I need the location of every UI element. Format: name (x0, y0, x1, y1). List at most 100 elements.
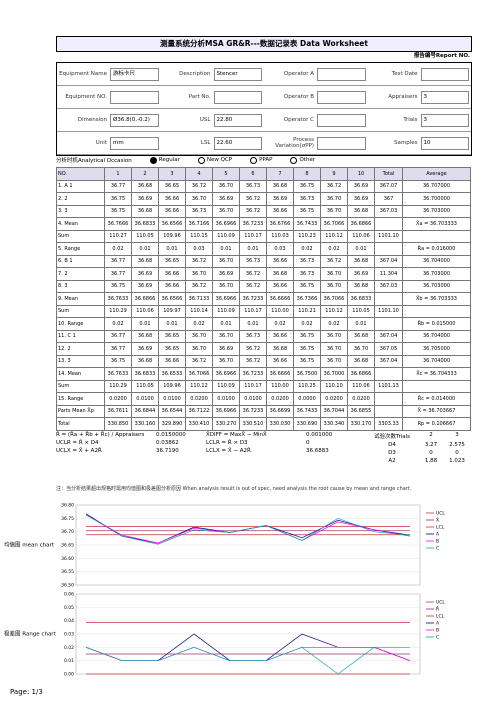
table-cell: 36.72 (239, 342, 267, 356)
table-cell: R̄b = 0.015000 (402, 317, 471, 331)
table-cell: 110.17 (239, 229, 267, 243)
table-cell: 0.01 (158, 317, 186, 331)
field-label: Part No. (188, 94, 211, 100)
legend-label: B (436, 539, 439, 545)
series-line (85, 514, 411, 544)
table-cell: 330.030 (266, 417, 294, 431)
table-cell: 110.17 (239, 304, 267, 318)
table-row: 14. Mean 36.7633 36.6833 36.6533 36.7066 36.6… (56, 367, 471, 381)
table-row: 10. Range 0.02 0.01 0.01 0.02 0.01 0.01 0.02 0.0… (56, 317, 471, 331)
table-cell (374, 217, 403, 231)
table-cell: 1101.10 (374, 304, 403, 318)
table-cell: 110.05 (131, 229, 159, 243)
y-tick-label: 36.60 (61, 556, 74, 562)
note: 注：当分析结果超出规格时需用均值图和极差图分析原因 When analysis … (56, 486, 412, 492)
table-cell: 36.704000 (402, 354, 471, 368)
plot-area (75, 593, 421, 675)
table-cell: 36.66 (158, 354, 186, 368)
table-cell: 5 (212, 167, 240, 181)
table-cell: 7 (266, 167, 294, 181)
table-cell: 109.97 (158, 304, 186, 318)
field-value: mm (110, 136, 159, 150)
table-cell: 36.703000 (402, 279, 471, 293)
table-cell: Total (374, 167, 403, 181)
table-cell: 36.66 (158, 279, 186, 293)
table-cell: 0.01 (347, 242, 375, 256)
info-field: Equipment NO. (57, 86, 161, 108)
table-cell: 36.77 (104, 267, 132, 281)
table-cell: 36.69 (266, 192, 294, 206)
table-cell: 36.7633 (104, 367, 132, 381)
table-cell: 36.70 (320, 342, 348, 356)
table-cell: 36.700000 (402, 192, 471, 206)
table-cell: 36.7233 (239, 292, 267, 306)
field-label: Equipment NO. (65, 94, 107, 100)
series-line (85, 646, 411, 662)
table-cell: X̄a = 36.703333 (402, 217, 471, 231)
table-cell: Sum (56, 379, 105, 393)
table-cell: 36.75 (104, 192, 132, 206)
table-cell: 36.65 (158, 179, 186, 193)
table-cell: 36.70 (185, 192, 213, 206)
table-cell: 36.7233 (239, 217, 267, 231)
legend-label: LCL (436, 525, 445, 531)
y-tick-label: 36.50 (61, 583, 74, 589)
info-field: USL 22.80 (161, 109, 265, 131)
const-cell: D4 (388, 442, 396, 448)
table-cell: 36.6833 (131, 217, 159, 231)
y-tick-label: 0.01 (64, 658, 74, 664)
field-label: Process Variation(σPP) (275, 137, 314, 149)
radio-option: New QCP (197, 156, 232, 164)
table-cell: Rp = 0.106667 (402, 417, 471, 431)
table-cell: 36.7633 (104, 292, 132, 306)
field-label: Trials (403, 117, 418, 123)
table-cell: 110.23 (293, 229, 321, 243)
table-cell: 36.70 (320, 354, 348, 368)
table-cell: 110.17 (239, 379, 267, 393)
table-cell: 110.06 (347, 379, 375, 393)
table-cell: 36.6844 (131, 404, 159, 418)
formula: LCLX = X̄ − A2R̄ (206, 448, 251, 454)
table-cell: 330.510 (239, 417, 267, 431)
table-cell: Average (402, 167, 471, 181)
table-cell: 36.7611 (104, 404, 132, 418)
table-cell: 36.7233 (239, 404, 267, 418)
table-cell: 110.29 (104, 379, 132, 393)
table-cell: Sum (56, 229, 105, 243)
table-cell: 36.68 (347, 279, 375, 293)
table-cell: 36.7433 (293, 404, 321, 418)
method-label: 分析时机Analytical Occasion (56, 158, 132, 164)
table-cell: 36.66 (266, 279, 294, 293)
info-field: Test Date (368, 63, 472, 85)
table-cell: 367 (374, 192, 403, 206)
table-cell: 110.05 (347, 304, 375, 318)
field-value: 3 (420, 90, 469, 104)
info-field: Dimension Ø36.8(0,-0.2) (57, 109, 161, 131)
field-value (110, 90, 159, 104)
table-cell: 36.70 (320, 279, 348, 293)
table-cell: 36.66 (158, 192, 186, 206)
table-cell: 36.75 (104, 354, 132, 368)
field-label: LSL (200, 140, 211, 146)
y-tick-label: 36.55 (61, 569, 74, 575)
chart-title: 均值图 mean chart (4, 541, 55, 549)
y-tick-label: 0.00 (64, 672, 74, 678)
table-cell: 2. 2 (56, 192, 105, 206)
table-cell: 36.69 (347, 267, 375, 281)
legend-label: A (436, 532, 440, 538)
formula-value: 0 (306, 440, 310, 446)
table-cell: 8 (293, 167, 321, 181)
table-cell: 1 (104, 167, 132, 181)
table-row: 3. 3 36.75 36.68 36.66 36.73 36.70 36.72 36.66 3… (56, 204, 471, 218)
table-cell: 0.03 (185, 242, 213, 256)
y-tick-label: 0.06 (64, 592, 74, 598)
table-cell: 367.04 (374, 254, 403, 268)
y-tick-label: 0.04 (64, 618, 74, 624)
radio-label: Other (299, 157, 316, 163)
table-cell (374, 242, 403, 256)
table-cell: 8. 3 (56, 279, 105, 293)
table-row: NO. 1 2 3 4 5 6 7 8 9 10 Total Average (56, 167, 471, 181)
table-cell (374, 317, 403, 331)
table-cell: 36.69 (131, 192, 159, 206)
